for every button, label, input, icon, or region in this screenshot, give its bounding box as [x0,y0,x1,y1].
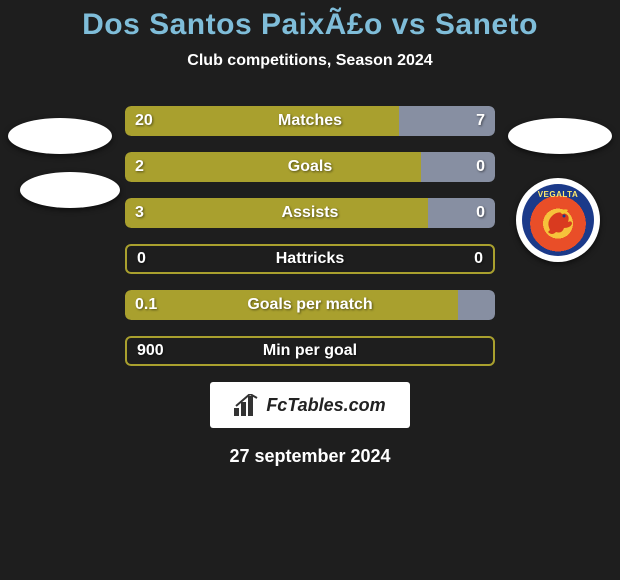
vegalta-badge-text: VEGALTA [538,190,579,199]
stat-label: Goals per match [125,296,495,314]
stat-label: Assists [125,204,495,222]
page-title: Dos Santos PaixÃ£o vs Saneto [0,0,620,42]
stat-value-right: 0 [476,204,485,222]
stat-row-goals-per-match: 0.1Goals per match [125,290,495,320]
fctables-bars-icon [234,394,260,416]
player-left-avatar-oval-1 [8,118,112,154]
player-left-avatar-oval-2 [20,172,120,208]
stat-label: Matches [125,112,495,130]
vegalta-badge-circle: VEGALTA [522,184,594,256]
subtitle: Club competitions, Season 2024 [0,52,620,70]
stat-row-matches: 20Matches7 [125,106,495,136]
stat-label: Min per goal [127,342,493,360]
stat-label: Goals [125,158,495,176]
brand-box[interactable]: FcTables.com [210,382,410,428]
subtitle-text: Club competitions, Season 2024 [187,52,432,69]
stat-value-right: 0 [476,158,485,176]
date-line: 27 september 2024 [0,446,620,467]
stat-label: Hattricks [127,250,493,268]
stat-row-min-per-goal: 900Min per goal [125,336,495,366]
title-text: Dos Santos PaixÃ£o vs Saneto [82,8,538,41]
stat-row-goals: 2Goals0 [125,152,495,182]
stat-row-assists: 3Assists0 [125,198,495,228]
stat-value-right: 7 [476,112,485,130]
brand-text: FcTables.com [266,395,385,416]
stats-container: 20Matches72Goals03Assists00Hattricks00.1… [125,106,495,366]
stat-row-hattricks: 0Hattricks0 [125,244,495,274]
player-right-avatar-oval [508,118,612,154]
rooster-icon [538,202,578,242]
player-right-club-badge: VEGALTA [516,178,600,262]
stat-value-right: 0 [474,250,483,268]
date-text: 27 september 2024 [229,446,390,466]
